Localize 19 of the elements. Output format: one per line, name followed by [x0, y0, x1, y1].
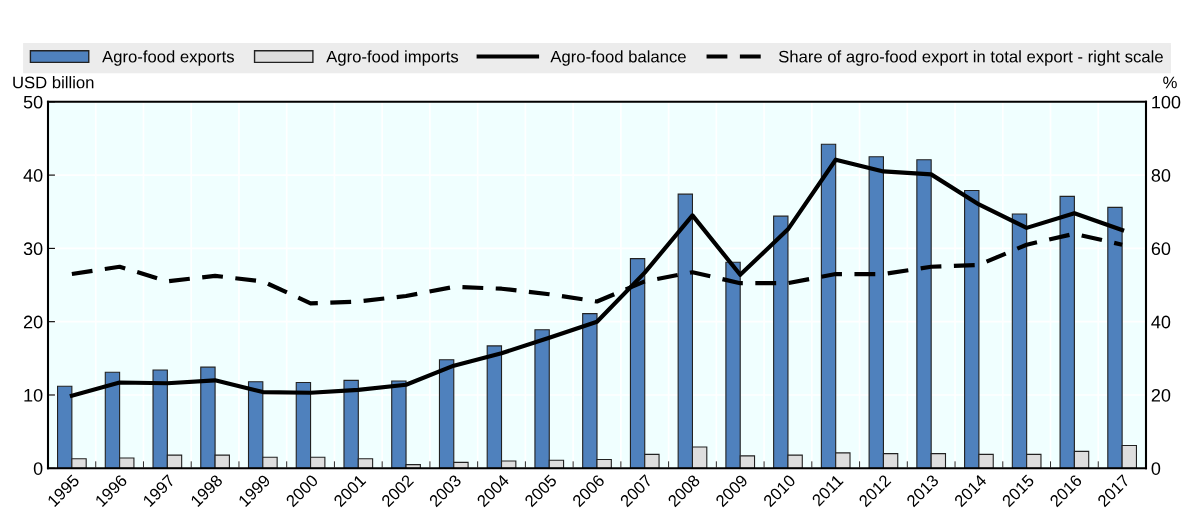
y2-axis-title: % — [1163, 76, 1177, 89]
y-tick-label: 50 — [23, 95, 43, 109]
legend-label: Agro-food exports — [102, 50, 234, 66]
legend-label: Share of agro-food export in total export - right scale — [778, 50, 1163, 66]
y-tick-label: 30 — [23, 242, 43, 256]
legend-label: Agro-food imports — [326, 50, 459, 66]
y2-tick-label: 100 — [1152, 95, 1181, 109]
y-axis-title: USD billion — [13, 76, 94, 89]
y2-tick-label: 80 — [1151, 169, 1171, 182]
y2-tick-label: 40 — [1151, 315, 1171, 329]
y-tick-label: 10 — [24, 388, 43, 402]
line-series — [69, 157, 1125, 398]
y-tick-label: 40 — [23, 169, 43, 182]
y2-tick-label: 60 — [1151, 242, 1171, 256]
y2-tick-label: 0 — [1151, 462, 1161, 475]
y2-tick-label: 20 — [1151, 388, 1171, 402]
legend-label: Agro-food balance — [550, 50, 686, 66]
y-tick-label: 20 — [23, 315, 43, 329]
y-tick-label: 0 — [33, 462, 43, 475]
